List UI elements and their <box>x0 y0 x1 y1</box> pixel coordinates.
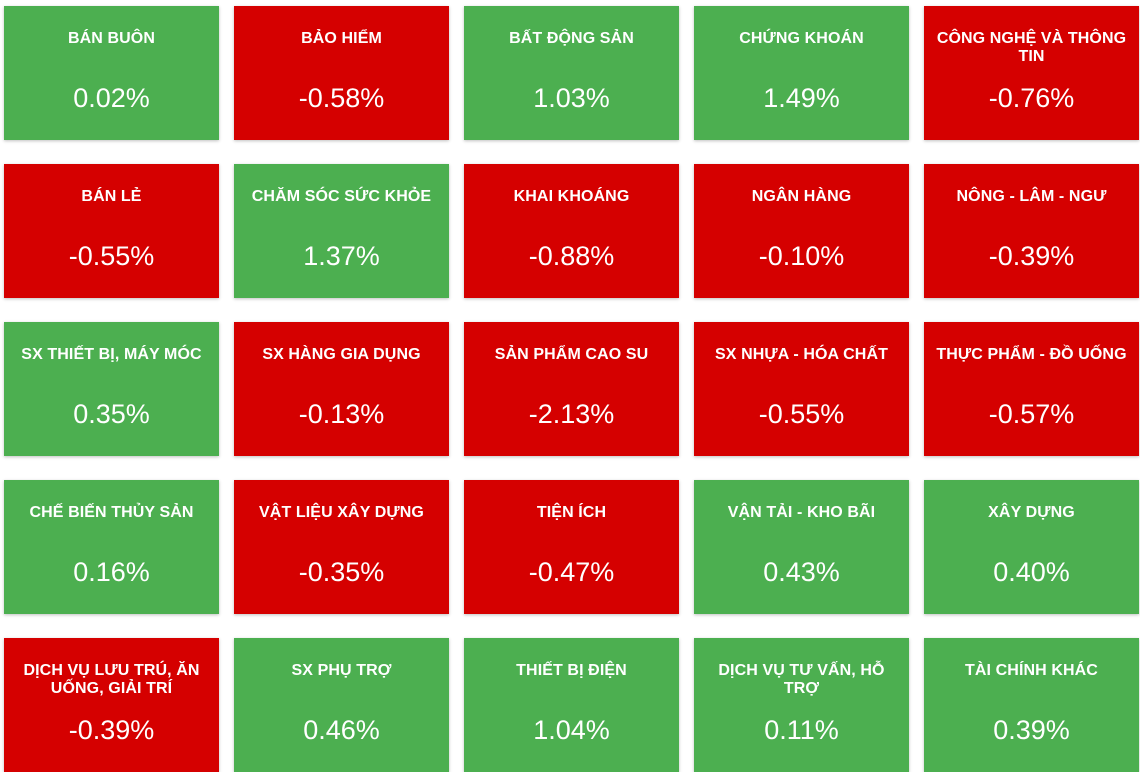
sector-tile[interactable]: SẢN PHẨM CAO SU -2.13% <box>464 322 679 456</box>
sector-change: -2.13% <box>528 399 615 429</box>
sector-change: -0.39% <box>988 241 1075 271</box>
sector-change: -0.13% <box>298 399 385 429</box>
sector-tile[interactable]: BÁN BUÔN 0.02% <box>4 6 219 140</box>
sector-change: -0.76% <box>988 83 1075 113</box>
sector-tile[interactable]: SX THIẾT BỊ, MÁY MÓC 0.35% <box>4 322 219 456</box>
sector-change: -0.58% <box>298 83 385 113</box>
sector-tile[interactable]: SX HÀNG GIA DỤNG -0.13% <box>234 322 449 456</box>
sector-tile[interactable]: BÁN LẺ -0.55% <box>4 164 219 298</box>
sector-tile[interactable]: CHẾ BIẾN THỦY SẢN 0.16% <box>4 480 219 614</box>
sector-tile[interactable]: SX PHỤ TRỢ 0.46% <box>234 638 449 772</box>
sector-tile[interactable]: KHAI KHOÁNG -0.88% <box>464 164 679 298</box>
sector-name: CHỨNG KHOÁN <box>739 30 864 47</box>
sector-heatmap-grid: BÁN BUÔN 0.02% BẢO HIỂM -0.58% BẤT ĐỘNG SẢ… <box>4 6 1139 772</box>
sector-name: THIẾT BỊ ĐIỆN <box>516 662 627 679</box>
sector-change: 0.46% <box>303 715 380 745</box>
sector-change: 0.11% <box>764 715 839 745</box>
sector-tile[interactable]: BẤT ĐỘNG SẢN 1.03% <box>464 6 679 140</box>
sector-tile[interactable]: NGÂN HÀNG -0.10% <box>694 164 909 298</box>
sector-change: 1.49% <box>763 83 840 113</box>
sector-tile[interactable]: SX NHỰA - HÓA CHẤT -0.55% <box>694 322 909 456</box>
sector-name: CHẾ BIẾN THỦY SẢN <box>29 504 194 521</box>
sector-tile[interactable]: DỊCH VỤ TƯ VẤN, HỖ TRỢ 0.11% <box>694 638 909 772</box>
sector-change: -0.57% <box>988 399 1075 429</box>
sector-tile[interactable]: VẬN TẢI - KHO BÃI 0.43% <box>694 480 909 614</box>
sector-name: VẬN TẢI - KHO BÃI <box>727 504 876 521</box>
sector-tile[interactable]: XÂY DỰNG 0.40% <box>924 480 1139 614</box>
sector-name: SX HÀNG GIA DỤNG <box>262 346 421 363</box>
sector-name: NÔNG - LÂM - NGƯ <box>956 188 1107 205</box>
sector-change: 1.37% <box>303 241 380 271</box>
sector-change: 1.04% <box>533 715 610 745</box>
sector-change: 0.35% <box>73 399 150 429</box>
sector-change: -0.88% <box>528 241 615 271</box>
sector-tile[interactable]: TÀI CHÍNH KHÁC 0.39% <box>924 638 1139 772</box>
sector-change: 0.40% <box>993 557 1070 587</box>
sector-name: BÁN LẺ <box>81 188 142 205</box>
sector-name: DỊCH VỤ LƯU TRÚ, ĂN UỐNG, GIẢI TRÍ <box>23 662 200 697</box>
sector-tile[interactable]: DỊCH VỤ LƯU TRÚ, ĂN UỐNG, GIẢI TRÍ -0.39% <box>4 638 219 772</box>
sector-change: -0.35% <box>298 557 385 587</box>
sector-name: THỰC PHẨM - ĐỒ UỐNG <box>936 346 1127 363</box>
sector-name: SX NHỰA - HÓA CHẤT <box>715 346 888 363</box>
sector-name: VẬT LIỆU XÂY DỰNG <box>259 504 424 521</box>
sector-name: DỊCH VỤ TƯ VẤN, HỖ TRỢ <box>718 662 885 697</box>
sector-name: CÔNG NGHỆ VÀ THÔNG TIN <box>936 30 1127 65</box>
sector-tile[interactable]: BẢO HIỂM -0.58% <box>234 6 449 140</box>
sector-tile[interactable]: CHỨNG KHOÁN 1.49% <box>694 6 909 140</box>
sector-name: BÁN BUÔN <box>67 30 156 47</box>
sector-change: 0.02% <box>73 83 150 113</box>
sector-name: SẢN PHẨM CAO SU <box>494 346 649 363</box>
sector-tile[interactable]: THIẾT BỊ ĐIỆN 1.04% <box>464 638 679 772</box>
sector-tile[interactable]: VẬT LIỆU XÂY DỰNG -0.35% <box>234 480 449 614</box>
sector-change: 1.03% <box>533 83 610 113</box>
sector-name: BẤT ĐỘNG SẢN <box>509 30 634 47</box>
sector-name: BẢO HIỂM <box>301 30 382 47</box>
sector-name: TÀI CHÍNH KHÁC <box>965 662 1098 679</box>
sector-change: 0.39% <box>993 715 1070 745</box>
sector-change: 0.16% <box>73 557 150 587</box>
sector-name: CHĂM SÓC SỨC KHỎE <box>251 188 432 205</box>
sector-tile[interactable]: CÔNG NGHỆ VÀ THÔNG TIN -0.76% <box>924 6 1139 140</box>
sector-name: SX PHỤ TRỢ <box>291 662 392 679</box>
sector-tile[interactable]: THỰC PHẨM - ĐỒ UỐNG -0.57% <box>924 322 1139 456</box>
sector-name: SX THIẾT BỊ, MÁY MÓC <box>21 346 202 363</box>
sector-change: -0.39% <box>68 715 155 745</box>
sector-change: -0.47% <box>528 557 615 587</box>
sector-change: -0.55% <box>68 241 155 271</box>
sector-tile[interactable]: NÔNG - LÂM - NGƯ -0.39% <box>924 164 1139 298</box>
sector-tile[interactable]: TIỆN ÍCH -0.47% <box>464 480 679 614</box>
sector-name: TIỆN ÍCH <box>536 504 607 521</box>
sector-name: KHAI KHOÁNG <box>513 188 630 205</box>
sector-tile[interactable]: CHĂM SÓC SỨC KHỎE 1.37% <box>234 164 449 298</box>
sector-change: 0.43% <box>763 557 840 587</box>
sector-change: -0.10% <box>758 241 845 271</box>
sector-name: XÂY DỰNG <box>988 504 1075 521</box>
sector-name: NGÂN HÀNG <box>751 188 852 205</box>
sector-change: -0.55% <box>758 399 845 429</box>
